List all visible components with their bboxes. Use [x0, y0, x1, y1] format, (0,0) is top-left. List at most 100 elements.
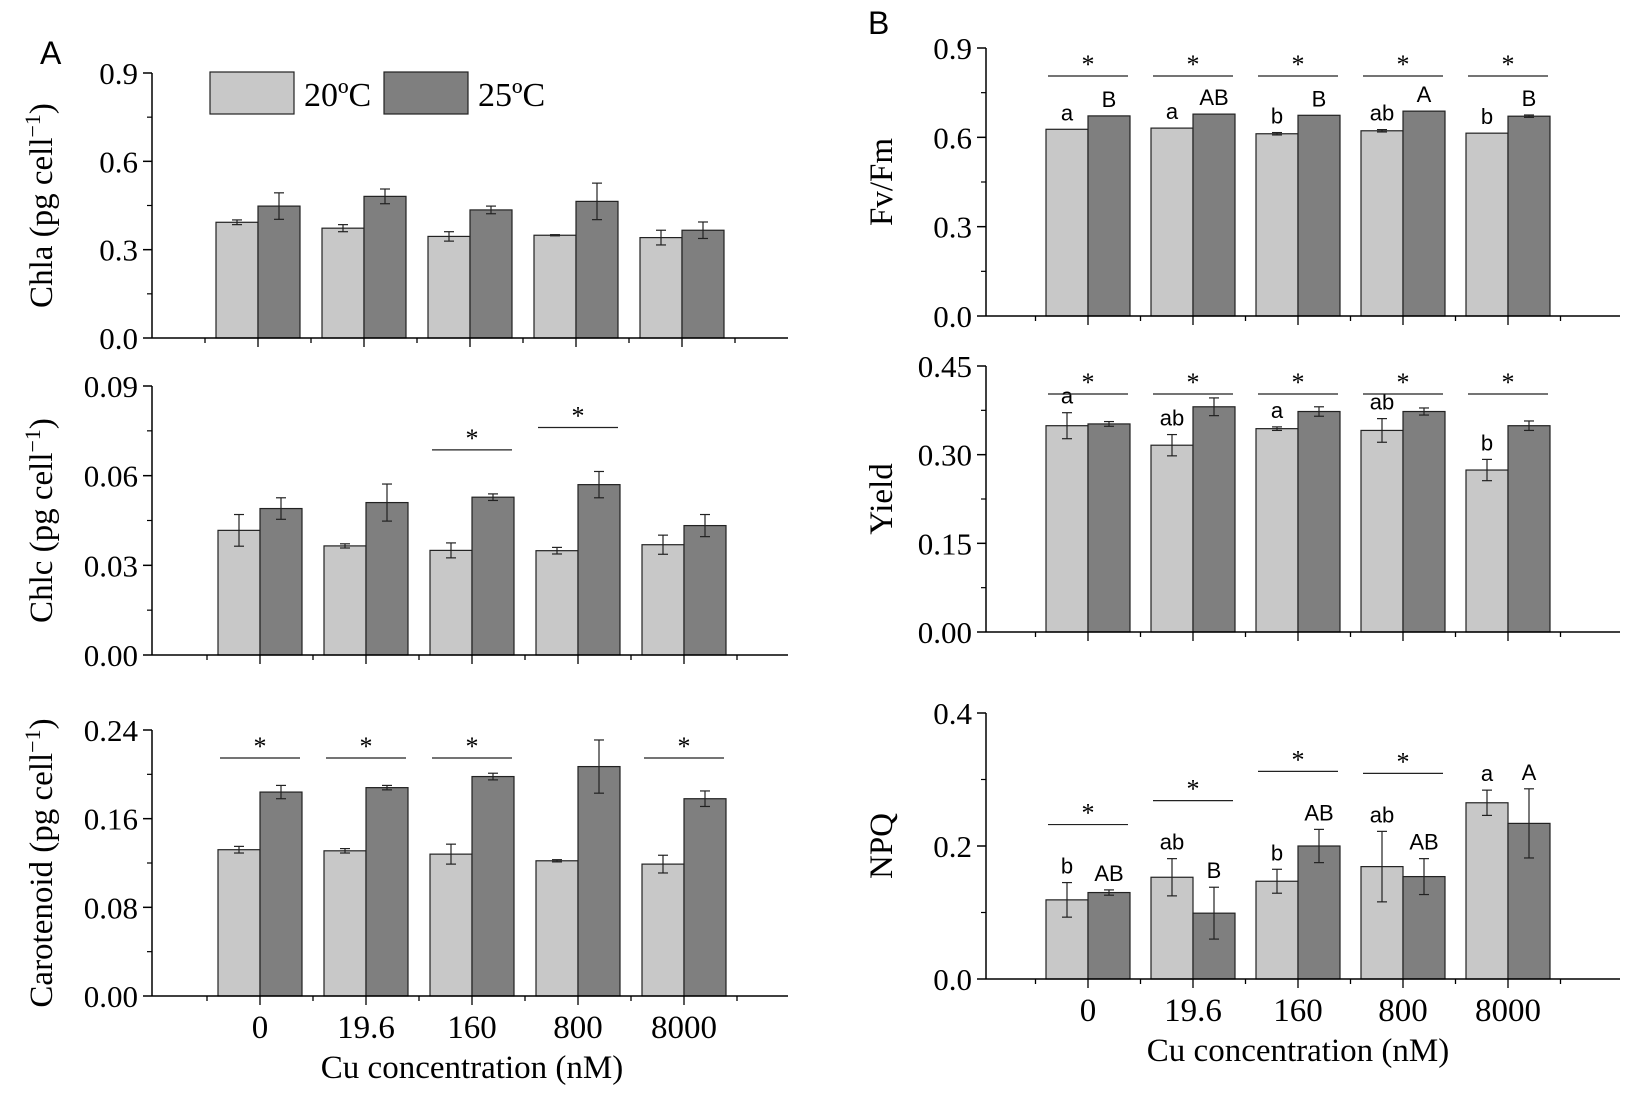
- bar-yield-25c-0: [1087, 423, 1131, 633]
- bar-fvfm-20c-4: [1465, 132, 1509, 317]
- error-bar-chla-1-3: [592, 182, 602, 221]
- error-bar-fvfm-0-3: [1377, 128, 1387, 133]
- bar-yield-25c-1: [1192, 406, 1236, 633]
- bar-chlc-25c-4: [683, 524, 727, 656]
- y-tick-label-fvfm-1: 0.3: [933, 210, 972, 245]
- error-bar-carotenoid-0-4: [658, 854, 668, 874]
- error-bar-npq-1-0: [1104, 889, 1114, 896]
- significance-star-fvfm-0: *: [1082, 50, 1095, 79]
- y-axis-label-text: Carotenoid (pg cell: [24, 753, 60, 1008]
- panel-label-b: B: [868, 5, 889, 41]
- y-axis-label-close: ): [24, 418, 60, 429]
- bar-fvfm-20c-3: [1360, 130, 1404, 317]
- y-tick-label-chlc-0: 0.00: [84, 638, 138, 673]
- bar-carotenoid-20c-0: [217, 849, 261, 997]
- bar-yield-25c-2: [1297, 410, 1341, 633]
- significance-star-fvfm-3: *: [1397, 50, 1410, 79]
- significance-star-yield-2: *: [1292, 368, 1305, 397]
- y-axis-label-superscript: −1: [20, 114, 45, 137]
- x-category-label-carotenoid-1: 19.6: [337, 1010, 395, 1046]
- significance-star-yield-3: *: [1397, 368, 1410, 397]
- y-tick-label-fvfm-2: 0.6: [933, 120, 972, 155]
- letter-fvfm-0-4: b: [1481, 104, 1493, 129]
- significance-star-npq-0: *: [1082, 799, 1095, 828]
- bar-chla-25c-1: [363, 195, 407, 339]
- letter-fvfm-1-0: B: [1102, 87, 1117, 112]
- legend: 20ºC 25ºC: [209, 71, 545, 115]
- bar-npq-25c-0: [1087, 891, 1131, 980]
- bar-chlc-20c-2: [429, 549, 473, 656]
- bar-carotenoid-25c-3: [577, 765, 621, 997]
- error-bar-chlc-0-4: [658, 534, 668, 555]
- subplot-npq: b AB * ab B * b AB * ab AB * a A 0.0 0.2 0.4 NPQ 0 19.6 160 8…: [864, 696, 1620, 1069]
- subplot-fvfm: aB*aAB*bB*abA*bB*0.00.30.60.9Fv/Fm: [864, 31, 1620, 334]
- bar-chla-20c-2: [427, 235, 471, 339]
- error-bar-chla-1-2: [486, 205, 496, 215]
- y-tick-label-carotenoid-0: 0.00: [84, 979, 138, 1014]
- letter-fvfm-1-1: AB: [1199, 85, 1228, 110]
- y-tick-label-fvfm-3: 0.9: [933, 31, 972, 66]
- significance-star-yield-0: *: [1082, 368, 1095, 397]
- y-tick-label-carotenoid-3: 0.24: [84, 713, 139, 748]
- y-tick-label-npq-1: 0.2: [933, 829, 972, 864]
- significance-star-yield-1: *: [1187, 368, 1200, 397]
- bar-chlc-20c-4: [641, 544, 685, 656]
- y-tick-label-chlc-2: 0.06: [84, 459, 138, 494]
- error-bar-chla-0-3: [550, 234, 560, 237]
- error-bar-chlc-1-3: [594, 470, 604, 499]
- error-bar-yield-1-0: [1104, 420, 1114, 427]
- error-bar-npq-0-2: [1272, 868, 1282, 894]
- y-tick-label-yield-2: 0.30: [918, 438, 972, 473]
- legend-label-20c: 20ºC: [304, 77, 371, 114]
- bar-carotenoid-25c-1: [365, 787, 409, 997]
- bar-fvfm-20c-0: [1045, 128, 1089, 317]
- significance-star-carotenoid-0: *: [254, 732, 267, 761]
- error-bar-chlc-0-3: [552, 546, 562, 555]
- error-bar-npq-0-4: [1482, 789, 1492, 817]
- y-axis-label-chlc: Chlc (pg cell−1): [20, 418, 60, 623]
- bar-npq-20c-2: [1255, 880, 1299, 980]
- letter-npq-1-3: AB: [1409, 830, 1438, 855]
- letter-fvfm-0-1: a: [1166, 99, 1179, 124]
- bar-chla-20c-1: [321, 227, 365, 339]
- letter-npq-1-2: AB: [1304, 800, 1333, 825]
- error-bar-carotenoid-1-3: [594, 739, 604, 794]
- error-bar-carotenoid-1-1: [382, 784, 392, 791]
- significance-star-fvfm-4: *: [1502, 50, 1515, 79]
- y-tick-label-chla-0: 0.0: [99, 321, 138, 356]
- error-bar-chlc-1-1: [382, 483, 392, 522]
- y-tick-label-chla-2: 0.6: [99, 144, 138, 179]
- error-bar-npq-0-3: [1377, 830, 1387, 903]
- y-axis-label-text: NPQ: [864, 813, 900, 879]
- error-bar-carotenoid-1-0: [276, 784, 286, 800]
- letter-npq-0-2: b: [1271, 840, 1283, 865]
- letter-npq-1-4: A: [1522, 760, 1537, 785]
- significance-star-yield-4: *: [1502, 368, 1515, 397]
- letter-npq-1-1: B: [1207, 858, 1222, 883]
- error-bar-chla-1-4: [698, 221, 708, 240]
- y-tick-label-yield-3: 0.45: [918, 349, 972, 384]
- letter-npq-0-0: b: [1061, 854, 1073, 879]
- error-bar-npq-1-2: [1314, 828, 1324, 864]
- y-tick-label-npq-0: 0.0: [933, 962, 972, 997]
- significance-star-npq-1: *: [1187, 775, 1200, 804]
- y-axis-label-close: ): [24, 103, 60, 114]
- bar-chla-20c-0: [215, 221, 259, 339]
- y-axis-label-text: Chla (pg cell: [24, 137, 60, 307]
- bar-chlc-25c-2: [471, 496, 515, 656]
- y-tick-label-npq-2: 0.4: [933, 696, 972, 731]
- x-axis-title-carotenoid: Cu concentration (nM): [321, 1050, 623, 1086]
- letter-npq-0-4: a: [1481, 761, 1494, 786]
- x-axis-title-npq: Cu concentration (nM): [1147, 1033, 1449, 1069]
- y-tick-label-yield-0: 0.00: [918, 615, 972, 650]
- bar-yield-25c-3: [1402, 410, 1446, 633]
- x-category-label-npq-4: 8000: [1475, 993, 1541, 1029]
- error-bar-yield-1-3: [1419, 407, 1429, 416]
- letter-npq-0-1: ab: [1160, 830, 1184, 855]
- bar-chlc-20c-0: [217, 529, 261, 656]
- significance-star-carotenoid-1: *: [360, 732, 373, 761]
- y-tick-label-yield-1: 0.15: [918, 526, 972, 561]
- error-bar-chla-1-0: [274, 192, 284, 220]
